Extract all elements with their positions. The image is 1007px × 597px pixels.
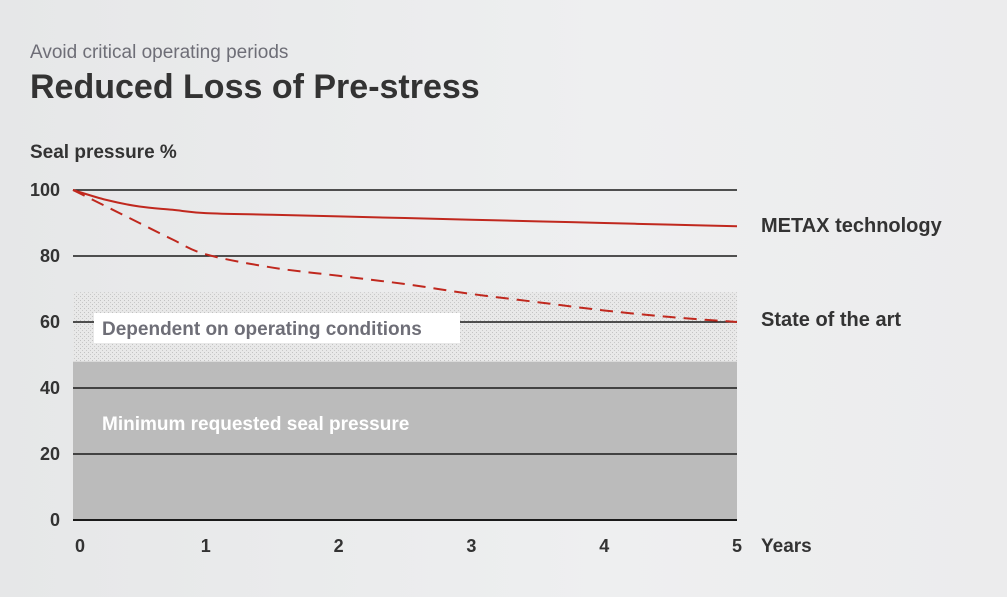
y-tick-label: 80 (40, 246, 60, 266)
operating-conditions-label: Dependent on operating conditions (102, 319, 422, 340)
metax-technology-line (72, 189, 738, 228)
y-tick-label: 0 (50, 510, 60, 530)
y-tick-label: 40 (40, 378, 60, 398)
y-tick-label: 100 (30, 180, 60, 200)
state-of-the-art-label: State of the art (761, 309, 901, 331)
x-tick-label: 2 (334, 536, 344, 556)
y-tick-label: 60 (40, 312, 60, 332)
metax-technology-label: METAX technology (761, 215, 943, 237)
y-axis-title: Seal pressure % (30, 142, 177, 163)
operating-conditions-label-bg (94, 313, 460, 343)
minimum-pressure-region (73, 361, 737, 520)
chart-subtitle: Avoid critical operating periods (30, 42, 289, 63)
minimum-pressure-label: Minimum requested seal pressure (102, 414, 409, 435)
y-tick-label: 20 (40, 444, 60, 464)
x-tick-label: 1 (201, 536, 211, 556)
x-tick-label: 4 (599, 536, 609, 556)
x-tick-label: 5 (732, 536, 742, 556)
x-tick-label: 0 (75, 536, 85, 556)
x-axis-title: Years (761, 536, 812, 557)
state-of-the-art-line (72, 189, 738, 323)
x-tick-label: 3 (466, 536, 476, 556)
chart-title: Reduced Loss of Pre-stress (30, 68, 480, 106)
